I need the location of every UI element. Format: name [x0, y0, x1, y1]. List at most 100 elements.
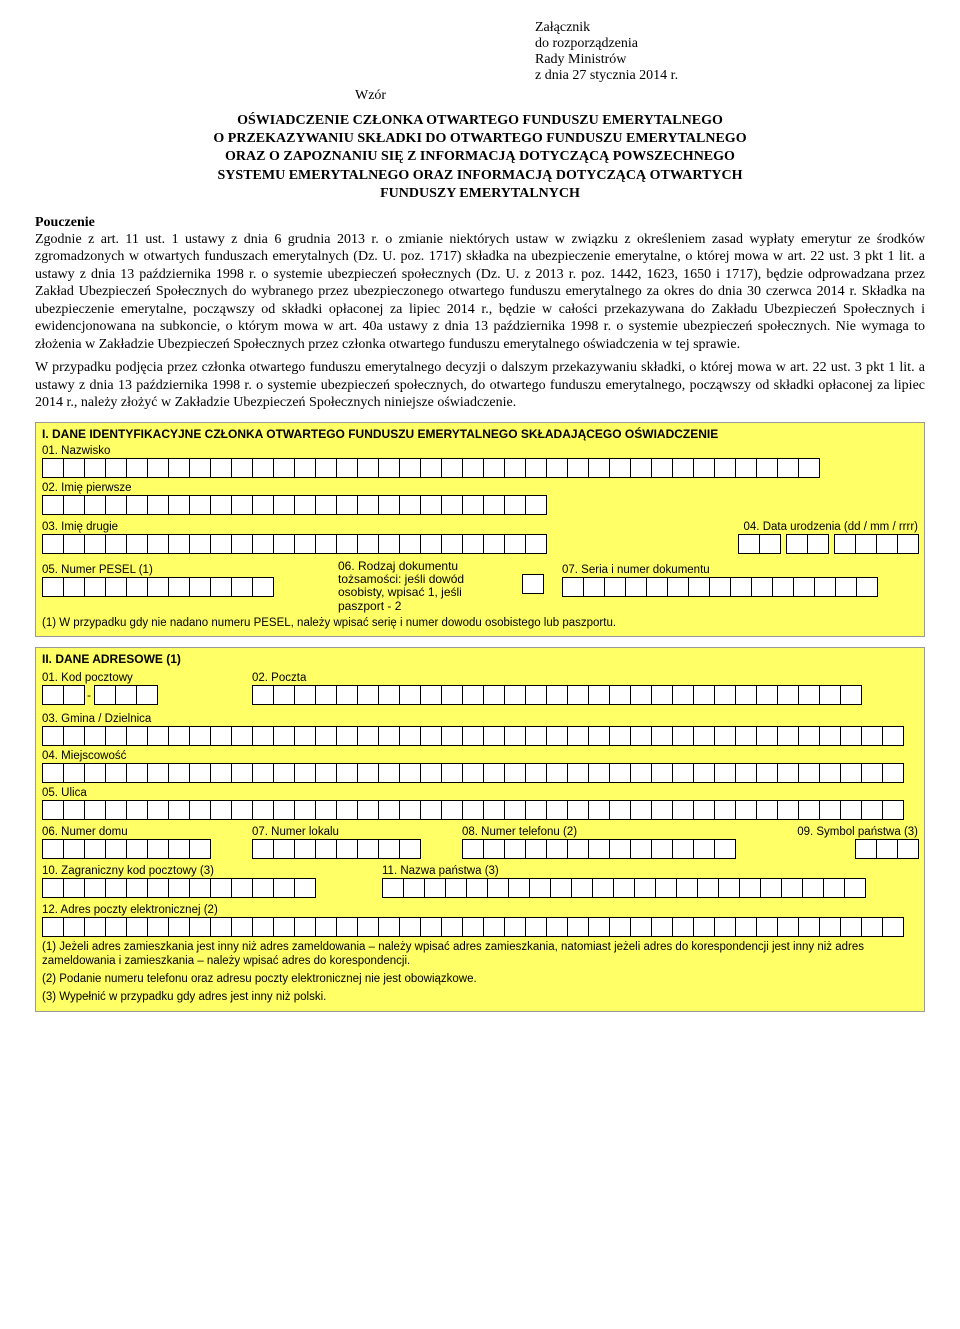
input-cell[interactable]: [525, 534, 547, 554]
input-cell[interactable]: [835, 577, 857, 597]
input-cell[interactable]: [781, 878, 803, 898]
input-cell[interactable]: [613, 878, 635, 898]
input-cell[interactable]: [42, 458, 64, 478]
input-cell[interactable]: [105, 726, 127, 746]
cells-data[interactable]: [738, 534, 918, 556]
input-cell[interactable]: [315, 458, 337, 478]
input-cell[interactable]: [42, 685, 64, 705]
input-cell[interactable]: [483, 726, 505, 746]
input-cell[interactable]: [693, 917, 715, 937]
input-cell[interactable]: [751, 577, 773, 597]
input-cell[interactable]: [798, 917, 820, 937]
input-cell[interactable]: [294, 800, 316, 820]
input-cell[interactable]: [756, 763, 778, 783]
input-cell[interactable]: [231, 495, 253, 515]
input-cell[interactable]: [466, 878, 488, 898]
input-cell[interactable]: [714, 763, 736, 783]
input-cell[interactable]: [630, 800, 652, 820]
input-cell[interactable]: [508, 878, 530, 898]
input-cell[interactable]: [399, 839, 421, 859]
input-cell[interactable]: [672, 458, 694, 478]
input-cell[interactable]: [273, 685, 295, 705]
input-cell[interactable]: [861, 726, 883, 746]
input-cell[interactable]: [189, 534, 211, 554]
input-cell[interactable]: [210, 495, 232, 515]
input-cell[interactable]: [759, 534, 781, 554]
input-cell[interactable]: [609, 685, 631, 705]
input-cell[interactable]: [126, 839, 148, 859]
input-cell[interactable]: [399, 800, 421, 820]
input-cell[interactable]: [210, 577, 232, 597]
input-cell[interactable]: [420, 534, 442, 554]
input-cell[interactable]: [378, 495, 400, 515]
input-cell[interactable]: [504, 685, 526, 705]
input-cell[interactable]: [273, 800, 295, 820]
input-cell[interactable]: [756, 800, 778, 820]
input-cell[interactable]: [483, 495, 505, 515]
input-cell[interactable]: [609, 917, 631, 937]
input-cell[interactable]: [273, 878, 295, 898]
input-cell[interactable]: [525, 800, 547, 820]
input-cell[interactable]: [315, 800, 337, 820]
input-cell[interactable]: [462, 763, 484, 783]
input-cell[interactable]: [441, 534, 463, 554]
input-cell[interactable]: [525, 495, 547, 515]
input-cell[interactable]: [546, 458, 568, 478]
input-cell[interactable]: [105, 917, 127, 937]
input-cell[interactable]: [63, 577, 85, 597]
input-cell[interactable]: [189, 726, 211, 746]
input-cell[interactable]: [63, 839, 85, 859]
input-cell[interactable]: [378, 458, 400, 478]
input-cell[interactable]: [42, 878, 64, 898]
input-cell[interactable]: [840, 685, 862, 705]
input-cell[interactable]: [609, 839, 631, 859]
input-cell[interactable]: [714, 800, 736, 820]
input-cell[interactable]: [807, 534, 829, 554]
input-cell[interactable]: [336, 685, 358, 705]
input-cell[interactable]: [819, 726, 841, 746]
input-cell[interactable]: [856, 577, 878, 597]
input-cell[interactable]: [739, 878, 761, 898]
input-cell[interactable]: [735, 458, 757, 478]
input-cell[interactable]: [646, 577, 668, 597]
input-cell[interactable]: [735, 763, 757, 783]
input-cell[interactable]: [651, 839, 673, 859]
input-cell[interactable]: [126, 800, 148, 820]
input-cell[interactable]: [42, 800, 64, 820]
input-cell[interactable]: [777, 917, 799, 937]
input-cell[interactable]: [336, 800, 358, 820]
input-cell[interactable]: [63, 534, 85, 554]
input-cell[interactable]: [861, 800, 883, 820]
input-cell[interactable]: [483, 534, 505, 554]
input-cell[interactable]: [693, 763, 715, 783]
input-cell[interactable]: [855, 534, 877, 554]
input-cell[interactable]: [210, 800, 232, 820]
input-cell[interactable]: [693, 839, 715, 859]
input-cell[interactable]: [756, 458, 778, 478]
input-cell[interactable]: [504, 763, 526, 783]
input-cell[interactable]: [588, 763, 610, 783]
input-cell[interactable]: [625, 577, 647, 597]
cells-miejscowosc[interactable]: [42, 763, 918, 783]
input-cell[interactable]: [735, 685, 757, 705]
input-cell[interactable]: [399, 458, 421, 478]
input-cell[interactable]: [126, 917, 148, 937]
input-cell[interactable]: [483, 839, 505, 859]
input-cell[interactable]: [693, 458, 715, 478]
input-cell[interactable]: [567, 726, 589, 746]
input-cell[interactable]: [252, 577, 274, 597]
input-cell[interactable]: [168, 763, 190, 783]
input-cell[interactable]: [483, 685, 505, 705]
input-cell[interactable]: [735, 726, 757, 746]
input-cell[interactable]: [462, 534, 484, 554]
input-cell[interactable]: [609, 763, 631, 783]
input-cell[interactable]: [357, 763, 379, 783]
input-cell[interactable]: [634, 878, 656, 898]
input-cell[interactable]: [84, 458, 106, 478]
input-cell[interactable]: [525, 458, 547, 478]
input-cell[interactable]: [168, 839, 190, 859]
input-cell[interactable]: [378, 917, 400, 937]
input-cell[interactable]: [105, 839, 127, 859]
input-cell[interactable]: [756, 917, 778, 937]
input-cell[interactable]: [424, 878, 446, 898]
